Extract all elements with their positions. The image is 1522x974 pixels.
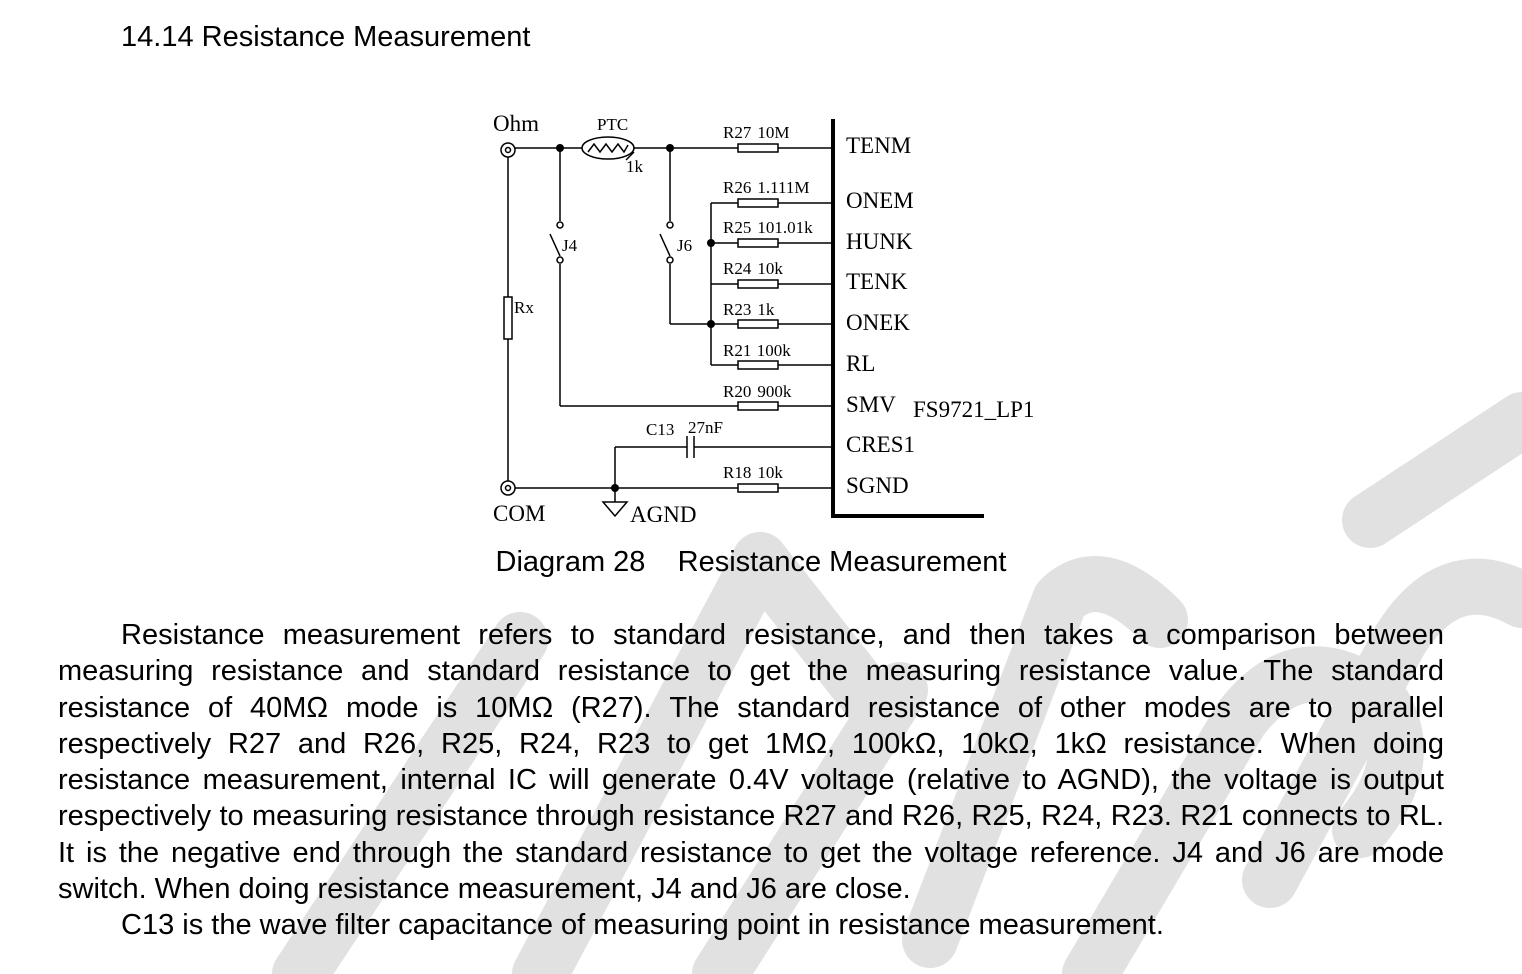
paragraph: C13 is the wave filter capacitance of me… — [121, 909, 1164, 942]
body-text: Resistance measurement refers to standar… — [58, 617, 1444, 944]
pin-onek: ONEK — [846, 310, 910, 335]
resistance-measurement-schematic: Ohm COM AGND PTC 1k Rx J4 J6 C13 27nF R2… — [493, 111, 1034, 527]
pin-tenk: TENK — [846, 269, 908, 294]
pin-hunk: HUNK — [846, 229, 913, 254]
ptc-value: 1k — [626, 157, 644, 176]
r27-label: R27 10M — [723, 123, 789, 142]
ohm-terminal-label: Ohm — [493, 111, 539, 136]
r23-label: R23 1k — [723, 300, 775, 319]
r20-label: R20 900k — [723, 382, 792, 401]
r26-label: R26 1.111M — [723, 178, 809, 197]
paragraph: Resistance measurement refers to standar… — [58, 619, 1444, 906]
r18-label: R18 10k — [723, 463, 783, 482]
ic-name: FS9721_LP1 — [913, 397, 1034, 422]
pin-rl: RL — [846, 351, 875, 376]
pin-tenm: TENM — [846, 133, 911, 158]
r25-label: R25 101.01k — [723, 218, 813, 237]
pin-onem: ONEM — [846, 188, 914, 213]
r24-label: R24 10k — [723, 259, 783, 278]
rx-label: Rx — [514, 298, 534, 317]
pin-cres1: CRES1 — [846, 432, 915, 457]
ptc-label: PTC — [597, 115, 628, 134]
c13-value: 27nF — [688, 418, 723, 437]
j6-label: J6 — [677, 236, 692, 255]
j4-label: J4 — [562, 236, 578, 255]
r21-label: R21 100k — [723, 341, 791, 360]
diagram-caption: Diagram 28 Resistance Measurement — [495, 546, 1007, 578]
com-terminal-label: COM — [493, 501, 545, 526]
pin-smv: SMV — [846, 392, 896, 417]
c13-ref: C13 — [646, 420, 674, 439]
section-heading: 14.14 Resistance Measurement — [121, 21, 531, 53]
agnd-label: AGND — [630, 502, 696, 527]
pin-sgnd: SGND — [846, 473, 909, 498]
